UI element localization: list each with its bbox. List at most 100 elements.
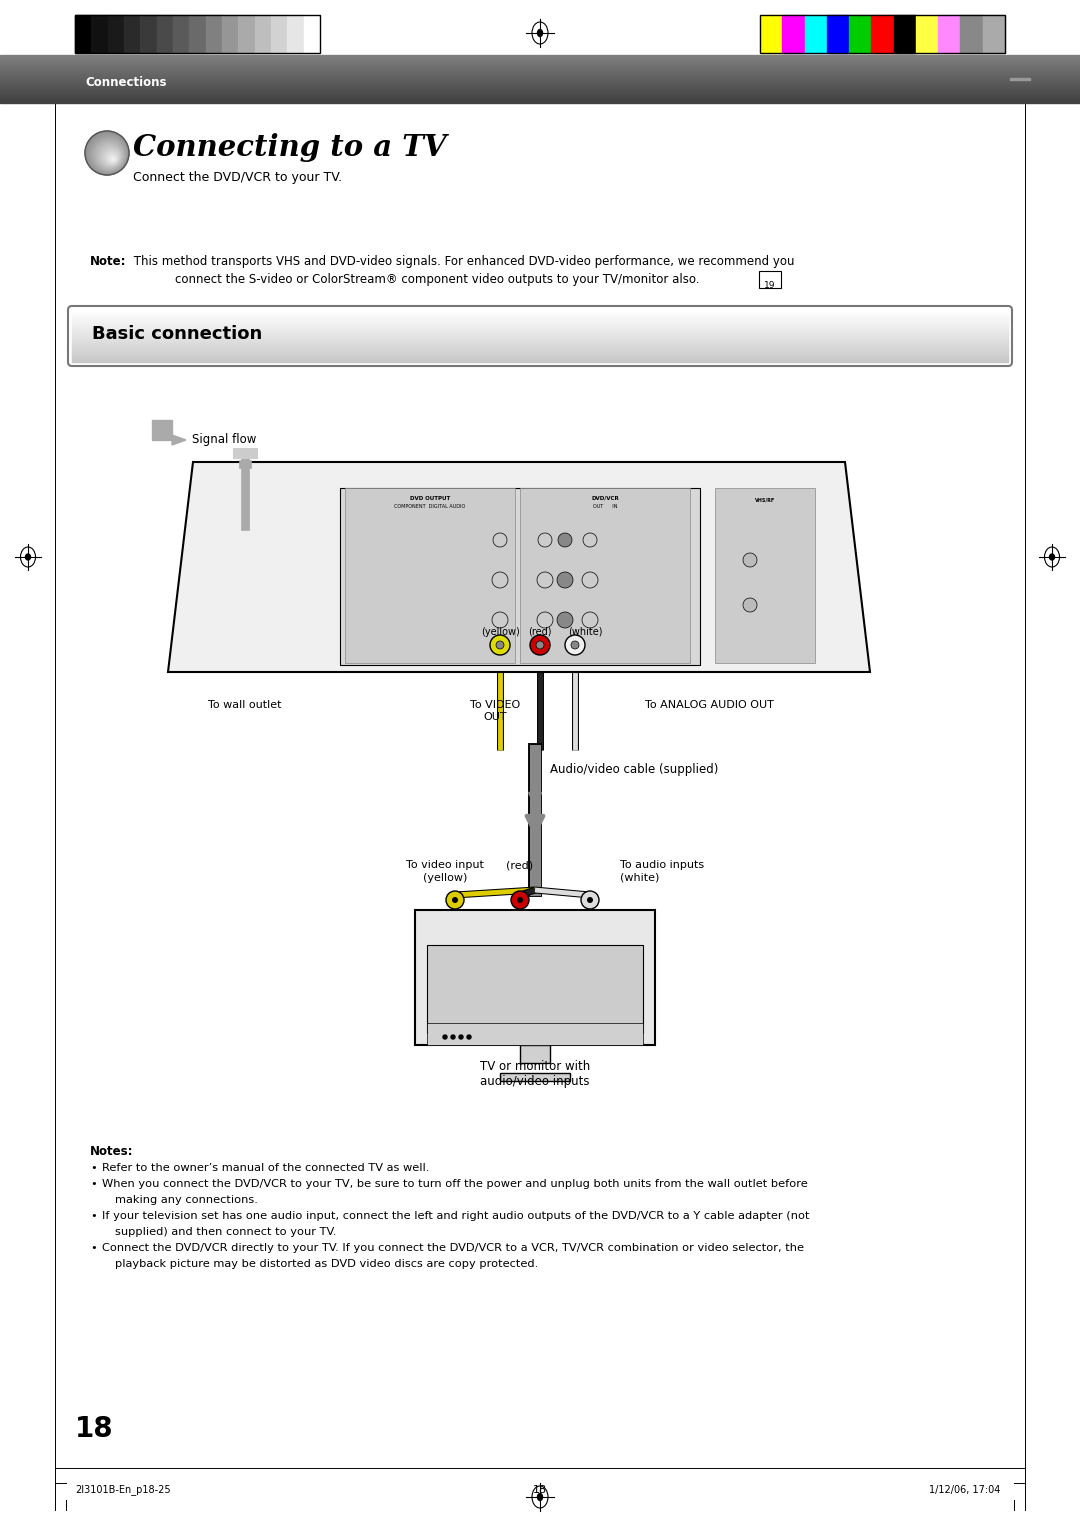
Bar <box>157 15 173 53</box>
Ellipse shape <box>538 29 542 37</box>
Ellipse shape <box>105 151 118 163</box>
Text: Connecting to a TV: Connecting to a TV <box>133 133 446 162</box>
Text: 1/12/06, 17:04: 1/12/06, 17:04 <box>929 1485 1000 1494</box>
Bar <box>75 15 92 53</box>
Ellipse shape <box>109 154 116 162</box>
Bar <box>805 15 827 53</box>
Text: (yellow): (yellow) <box>481 626 519 637</box>
Bar <box>189 15 205 53</box>
Text: Signal flow: Signal flow <box>192 434 256 446</box>
Ellipse shape <box>107 153 117 163</box>
Bar <box>287 15 303 53</box>
Bar <box>715 487 815 663</box>
Bar <box>222 15 239 53</box>
Ellipse shape <box>86 133 129 174</box>
Circle shape <box>446 891 464 909</box>
Ellipse shape <box>98 144 122 168</box>
Text: TV or monitor with
audio/video inputs: TV or monitor with audio/video inputs <box>480 1060 590 1088</box>
Circle shape <box>536 642 544 649</box>
Ellipse shape <box>91 138 126 171</box>
Ellipse shape <box>26 555 30 559</box>
Circle shape <box>743 597 757 613</box>
Text: 18: 18 <box>75 1415 113 1442</box>
FancyArrowPatch shape <box>529 773 541 804</box>
Bar <box>92 15 108 53</box>
Bar <box>205 15 222 53</box>
Text: VHS/RF: VHS/RF <box>755 498 775 503</box>
Ellipse shape <box>1050 555 1054 559</box>
Circle shape <box>490 636 510 656</box>
Text: Audio/video cable (supplied): Audio/video cable (supplied) <box>550 764 718 776</box>
Ellipse shape <box>102 148 120 167</box>
Bar <box>500 1073 570 1080</box>
Ellipse shape <box>102 147 120 167</box>
Text: Basic connection: Basic connection <box>92 325 262 342</box>
Text: OUT      IN: OUT IN <box>593 504 618 509</box>
Bar <box>345 487 515 663</box>
Bar <box>75 15 320 53</box>
Text: If your television set has one audio input, connect the left and right audio out: If your television set has one audio inp… <box>102 1212 810 1221</box>
Bar <box>233 448 257 458</box>
Text: Note:: Note: <box>90 255 126 267</box>
Circle shape <box>565 636 585 656</box>
Circle shape <box>538 533 552 547</box>
Bar <box>427 944 643 1033</box>
Text: Connections: Connections <box>85 75 166 89</box>
Text: (yellow): (yellow) <box>422 872 468 883</box>
Circle shape <box>530 636 550 656</box>
Ellipse shape <box>92 138 125 171</box>
Ellipse shape <box>108 154 117 162</box>
Bar <box>239 460 251 468</box>
Bar <box>827 15 849 53</box>
Ellipse shape <box>104 150 119 165</box>
Circle shape <box>492 571 508 588</box>
Circle shape <box>588 897 593 903</box>
Bar <box>760 15 1005 53</box>
Polygon shape <box>172 435 186 445</box>
Polygon shape <box>168 461 870 672</box>
Text: •: • <box>90 1180 97 1189</box>
Bar <box>519 1045 550 1063</box>
Circle shape <box>451 1034 455 1039</box>
Bar <box>519 487 690 663</box>
Text: (white): (white) <box>568 626 603 637</box>
Text: 2I3101B-En_p18-25: 2I3101B-En_p18-25 <box>75 1485 171 1496</box>
Ellipse shape <box>110 156 116 162</box>
Text: making any connections.: making any connections. <box>114 1195 258 1206</box>
Circle shape <box>582 571 598 588</box>
Bar <box>782 15 805 53</box>
Text: To video input: To video input <box>406 860 484 869</box>
Bar <box>173 15 189 53</box>
Ellipse shape <box>85 131 129 174</box>
Ellipse shape <box>95 141 124 170</box>
Ellipse shape <box>92 138 125 171</box>
Bar <box>239 15 255 53</box>
Ellipse shape <box>87 133 127 174</box>
Ellipse shape <box>91 136 126 173</box>
Ellipse shape <box>93 139 125 171</box>
Text: When you connect the DVD/VCR to your TV, be sure to turn off the power and unplu: When you connect the DVD/VCR to your TV,… <box>102 1180 808 1189</box>
Ellipse shape <box>87 133 127 174</box>
Circle shape <box>558 533 572 547</box>
Text: This method transports VHS and DVD-video signals. For enhanced DVD-video perform: This method transports VHS and DVD-video… <box>130 255 795 267</box>
Text: (red): (red) <box>528 626 552 637</box>
Bar <box>872 15 893 53</box>
Text: To audio inputs: To audio inputs <box>620 860 704 869</box>
Circle shape <box>517 897 523 903</box>
Text: COMPONENT  DIGITAL AUDIO: COMPONENT DIGITAL AUDIO <box>394 504 465 509</box>
Ellipse shape <box>105 150 119 165</box>
Ellipse shape <box>111 157 114 160</box>
Ellipse shape <box>103 148 120 165</box>
Ellipse shape <box>100 147 121 167</box>
Bar <box>108 15 124 53</box>
Text: Notes:: Notes: <box>90 1144 134 1158</box>
Ellipse shape <box>112 159 114 160</box>
Ellipse shape <box>538 1493 542 1500</box>
Text: 18: 18 <box>532 1485 548 1494</box>
Ellipse shape <box>94 141 124 170</box>
Ellipse shape <box>89 134 127 173</box>
Bar <box>124 15 140 53</box>
Circle shape <box>443 1034 447 1039</box>
Ellipse shape <box>107 153 118 163</box>
Bar <box>271 15 287 53</box>
